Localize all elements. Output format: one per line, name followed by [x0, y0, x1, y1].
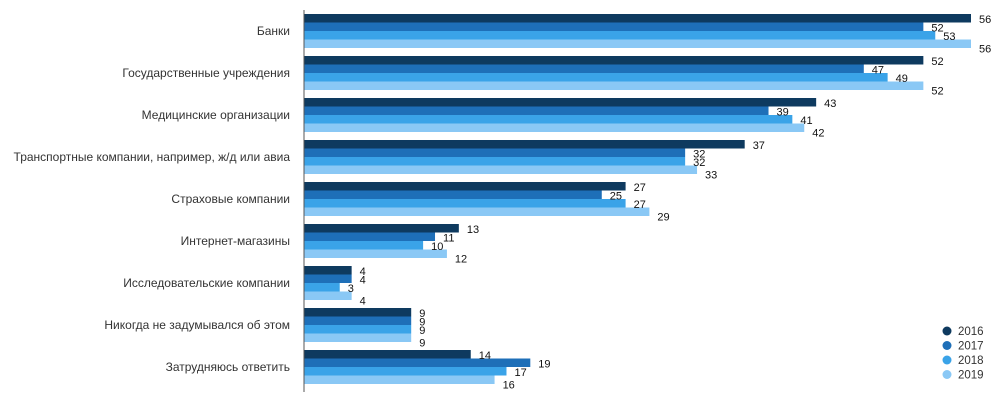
- bar-2016-8: [304, 350, 471, 359]
- value-label-2019-4: 29: [657, 212, 669, 224]
- category-label-1: Государственные учреждения: [122, 66, 290, 80]
- value-label-2019-5: 12: [455, 254, 467, 266]
- bar-2017-4: [304, 190, 602, 199]
- value-label-2019-2: 42: [812, 128, 824, 140]
- value-label-2018-3: 32: [693, 157, 705, 169]
- bar-2018-5: [304, 241, 424, 250]
- bar-2017-6: [304, 274, 352, 283]
- value-label-2019-1: 52: [931, 86, 943, 98]
- bar-2016-7: [304, 308, 412, 317]
- bar-2017-7: [304, 316, 412, 325]
- value-label-2017-1: 47: [872, 65, 884, 77]
- value-label-2016-2: 43: [824, 98, 836, 110]
- value-label-2018-6: 3: [348, 283, 354, 295]
- value-label-2016-1: 52: [931, 56, 943, 68]
- value-label-2018-0: 53: [943, 31, 955, 43]
- legend-label-2018: 2018: [958, 355, 984, 367]
- category-labels-layer: Банки Государственные учреждения Медицинск…: [14, 24, 291, 374]
- bar-2016-2: [304, 98, 817, 107]
- bar-2017-2: [304, 106, 769, 115]
- bar-2017-3: [304, 148, 686, 157]
- bar-2019-0: [304, 39, 971, 48]
- category-label-2: Медицинские организации: [142, 108, 290, 122]
- bar-2017-5: [304, 232, 436, 241]
- bar-2018-8: [304, 367, 507, 376]
- value-label-2018-5: 10: [431, 241, 443, 253]
- bar-2019-7: [304, 333, 412, 342]
- value-label-2016-3: 37: [753, 140, 765, 152]
- bar-2018-3: [304, 157, 686, 166]
- value-labels-layer: 5652535652474952433941423732323327252729…: [348, 14, 992, 392]
- category-label-7: Никогда не задумывался об этом: [104, 318, 290, 332]
- bar-2018-6: [304, 283, 340, 292]
- legend-label-2017: 2017: [958, 341, 984, 353]
- bar-2018-7: [304, 325, 412, 334]
- bar-2018-0: [304, 31, 936, 40]
- bar-2019-8: [304, 375, 495, 384]
- bar-2018-4: [304, 199, 626, 208]
- bar-2016-5: [304, 224, 459, 233]
- value-label-2018-2: 41: [800, 115, 812, 127]
- legend: 2016 2017 2018 2019: [942, 326, 984, 382]
- value-label-2017-6: 4: [360, 275, 366, 287]
- value-label-2018-1: 49: [896, 73, 908, 85]
- value-label-2017-5: 11: [443, 233, 454, 245]
- value-label-2017-0: 52: [931, 23, 943, 35]
- category-label-8: Затрудняюсь ответить: [166, 360, 290, 374]
- value-label-2019-6: 4: [360, 296, 366, 308]
- value-label-2019-0: 56: [979, 44, 991, 56]
- value-label-2016-8: 14: [479, 350, 491, 362]
- legend-marker-2019: [942, 370, 952, 379]
- legend-marker-2017: [942, 341, 952, 350]
- value-label-2016-4: 27: [634, 182, 646, 194]
- bar-2017-0: [304, 22, 924, 31]
- value-label-2018-8: 17: [514, 367, 526, 379]
- legend-marker-2016: [942, 326, 952, 336]
- bar-2016-6: [304, 266, 352, 275]
- bar-2016-3: [304, 140, 745, 149]
- value-label-2017-7: 9: [419, 317, 425, 329]
- bar-2019-1: [304, 81, 924, 90]
- value-label-2017-4: 25: [610, 191, 622, 203]
- value-label-2018-7: 9: [419, 325, 425, 337]
- legend-label-2016: 2016: [958, 326, 984, 338]
- category-label-4: Страховые компании: [171, 192, 290, 206]
- bar-2016-1: [304, 56, 924, 65]
- category-label-3: Транспортные компании, например, ж/д или…: [14, 150, 291, 164]
- value-label-2016-0: 56: [979, 14, 991, 26]
- bar-2019-5: [304, 249, 447, 258]
- category-label-6: Исследовательские компании: [123, 276, 290, 290]
- value-label-2016-5: 13: [467, 224, 479, 236]
- value-label-2019-8: 16: [503, 380, 515, 392]
- bar-2017-1: [304, 64, 864, 73]
- value-label-2017-3: 32: [693, 149, 705, 161]
- value-label-2018-4: 27: [634, 199, 646, 211]
- value-label-2017-8: 19: [538, 359, 550, 371]
- value-label-2019-3: 33: [705, 170, 717, 182]
- bar-2018-1: [304, 73, 888, 82]
- category-label-5: Интернет-магазины: [181, 234, 290, 248]
- bar-2019-4: [304, 207, 650, 216]
- legend-label-2019: 2019: [958, 370, 984, 382]
- bar-2016-0: [304, 14, 971, 23]
- legend-marker-2018: [942, 355, 952, 365]
- bars-layer: [304, 14, 971, 384]
- bar-2018-2: [304, 115, 793, 124]
- value-label-2017-2: 39: [777, 107, 789, 119]
- value-label-2019-7: 9: [419, 338, 425, 350]
- value-label-2016-6: 4: [360, 266, 366, 278]
- bar-2019-6: [304, 291, 352, 300]
- bar-2017-8: [304, 358, 531, 367]
- bar-2019-2: [304, 123, 805, 132]
- category-label-0: Банки: [257, 24, 290, 38]
- bar-2016-4: [304, 182, 626, 191]
- value-label-2016-7: 9: [419, 308, 425, 320]
- bar-2019-3: [304, 165, 698, 174]
